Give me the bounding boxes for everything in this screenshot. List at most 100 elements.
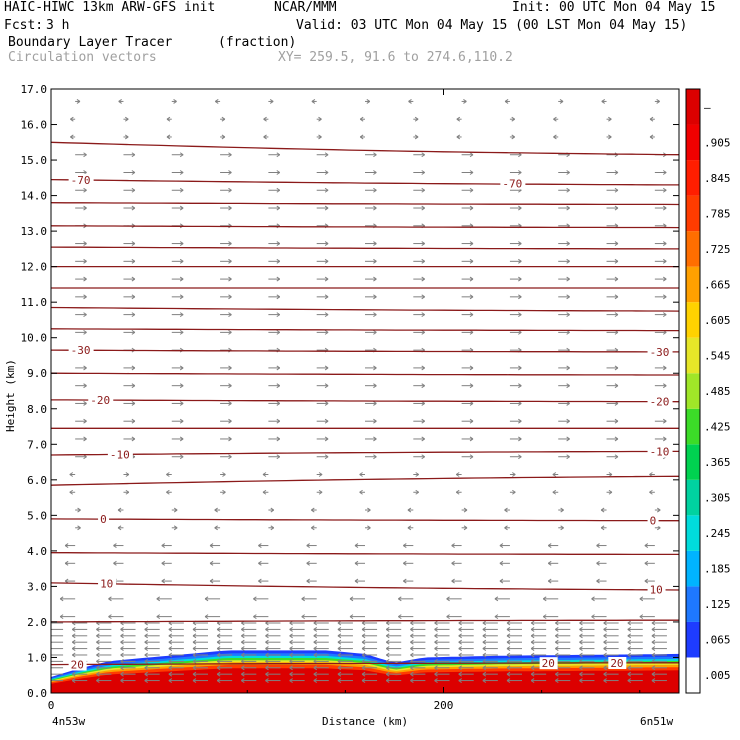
wind-vector-head xyxy=(179,276,184,282)
y-tick-label: 3.0 xyxy=(27,580,47,593)
wind-vector-head xyxy=(289,652,293,658)
wind-vector-head xyxy=(209,543,214,548)
wind-vector-head xyxy=(600,525,605,531)
wind-vector-head xyxy=(120,665,124,671)
wind-vector-head xyxy=(337,626,342,632)
wind-vector-head xyxy=(221,116,226,122)
wind-vector-head xyxy=(276,276,281,282)
wind-vector-head xyxy=(662,258,667,264)
wind-vector-head xyxy=(276,365,281,371)
wind-vector-head xyxy=(262,489,267,495)
wind-vector-head xyxy=(71,626,76,632)
wind-vector-head xyxy=(566,294,570,300)
wind-vector-head xyxy=(414,116,419,122)
wind-vector-head xyxy=(458,639,462,645)
wind-vector-head xyxy=(518,170,522,175)
contour-label: -30 xyxy=(650,346,670,359)
wind-vector-head xyxy=(614,312,619,318)
wind-vector-head xyxy=(70,134,74,140)
contour-label: 0 xyxy=(100,513,107,526)
wind-vector-head xyxy=(373,170,377,175)
wind-vector-head xyxy=(313,639,318,645)
wind-vector-head xyxy=(83,418,87,424)
wind-vector-head xyxy=(421,312,425,318)
wind-vector-head xyxy=(421,258,425,264)
wind-vector-head xyxy=(216,678,221,683)
wind-vector-head xyxy=(144,671,148,677)
wind-vector-head xyxy=(324,294,329,300)
x-end-left-label: 4n53w xyxy=(52,715,85,728)
wind-vector-head xyxy=(108,614,112,620)
wind-vector-head xyxy=(192,678,197,683)
wind-vector-head xyxy=(179,294,184,300)
wind-vector-head xyxy=(276,418,281,424)
wind-vector-head xyxy=(627,639,632,645)
isotherm-line xyxy=(51,225,679,229)
wind-vector-head xyxy=(566,241,570,246)
wind-vector-head xyxy=(415,472,419,477)
valid-time: Valid: 03 UTC Mon 04 May 15 (00 LST Mon … xyxy=(296,18,688,33)
x-axis-label: Distance (km) xyxy=(322,715,408,728)
contour-label-bg xyxy=(107,448,133,461)
wind-vector-head xyxy=(96,671,100,677)
wind-vector-head xyxy=(499,543,504,548)
wind-vector-head xyxy=(512,489,516,495)
y-tick-label: 8.0 xyxy=(27,403,47,416)
wind-vector-head xyxy=(662,436,667,442)
wind-vector-head xyxy=(566,170,570,175)
wind-vector-head xyxy=(144,626,148,632)
wind-vector-head xyxy=(96,633,100,639)
colorbar-swatch xyxy=(686,408,700,445)
wind-vector-head xyxy=(222,472,226,477)
fcst-label: Fcst: xyxy=(4,18,44,33)
colorbar-swatch xyxy=(686,479,700,516)
contour-label: -10 xyxy=(110,449,130,462)
wind-vector-head xyxy=(64,543,69,548)
wind-vector-head xyxy=(301,596,305,602)
wind-vector-head xyxy=(324,205,329,211)
wind-vector-head xyxy=(518,258,522,264)
wind-vector-head xyxy=(596,543,600,548)
y-tick-label: 2.0 xyxy=(27,616,47,629)
colorbar-label: – xyxy=(704,101,711,114)
wind-vector-head xyxy=(410,646,414,652)
wind-vector-head xyxy=(373,205,377,211)
wind-vector-head xyxy=(324,276,329,282)
wind-vector-head xyxy=(179,187,184,193)
wind-vector-head xyxy=(385,646,390,652)
wind-vector-head xyxy=(214,525,218,531)
isotherm-line-10 xyxy=(51,582,679,591)
wind-vector-head xyxy=(313,633,318,639)
wind-vector-head xyxy=(168,626,173,632)
wind-vector-head xyxy=(120,678,124,683)
contour-label-bg xyxy=(647,514,659,527)
wind-vector-head xyxy=(518,418,522,424)
contour-label-bg xyxy=(647,345,673,358)
wind-vector-head xyxy=(144,665,148,671)
wind-vector-head xyxy=(506,646,511,652)
wind-vector-head xyxy=(530,665,535,671)
wind-vector-head xyxy=(301,614,305,620)
wind-vector-head xyxy=(276,170,281,175)
wind-vector-head xyxy=(421,241,425,246)
wind-vector-head xyxy=(434,633,438,639)
wind-vector-head xyxy=(410,671,414,677)
wind-vector-head xyxy=(566,258,570,264)
wind-vector-head xyxy=(361,646,366,652)
colorbar-label: .425 xyxy=(704,421,731,434)
wind-vector-head xyxy=(204,614,209,620)
wind-vector-head xyxy=(228,401,232,406)
wind-vector-head xyxy=(144,646,148,652)
wind-vector-head xyxy=(385,671,390,677)
contour-label: -70 xyxy=(502,177,522,190)
wind-vector-head xyxy=(627,665,632,671)
wind-vector-head xyxy=(566,383,570,389)
wind-vector-head xyxy=(324,383,329,389)
wind-vector-head xyxy=(458,652,462,658)
wind-vector-head xyxy=(458,626,462,632)
colorbar-swatch xyxy=(686,266,700,303)
wind-vector-head xyxy=(407,525,412,531)
wind-vector-head xyxy=(144,658,148,664)
wind-vector-head xyxy=(265,652,269,658)
overlay-name: Circulation vectors xyxy=(8,50,157,65)
